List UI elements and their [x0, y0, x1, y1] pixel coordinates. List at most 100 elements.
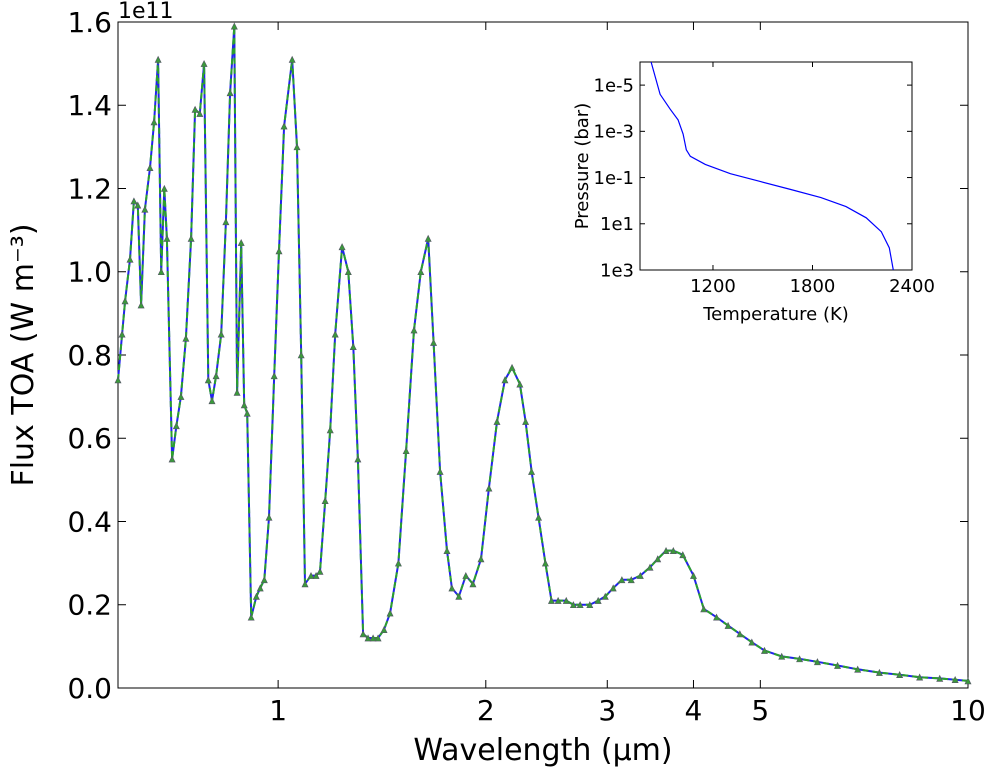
- marker: [469, 580, 477, 588]
- y-tick-label: 0.6: [67, 422, 112, 455]
- marker: [260, 576, 268, 584]
- marker: [654, 555, 662, 563]
- marker: [562, 596, 570, 604]
- marker: [141, 205, 149, 213]
- marker: [126, 255, 134, 263]
- x-tick-label: 10: [950, 694, 986, 727]
- marker: [275, 247, 283, 255]
- marker: [168, 455, 176, 463]
- x-tick-label: 2: [477, 694, 495, 727]
- marker: [386, 609, 394, 617]
- marker: [293, 143, 301, 151]
- x-tick-label: 2400: [889, 276, 935, 297]
- marker: [222, 218, 230, 226]
- marker: [157, 268, 165, 276]
- marker: [280, 122, 288, 130]
- y-tick-label: 1.4: [67, 89, 112, 122]
- marker: [700, 605, 708, 613]
- marker: [301, 580, 309, 588]
- marker: [462, 571, 470, 579]
- marker: [601, 592, 609, 600]
- marker: [331, 330, 339, 338]
- marker: [177, 392, 185, 400]
- marker: [265, 513, 273, 521]
- marker: [896, 671, 904, 678]
- marker: [217, 330, 225, 338]
- marker: [522, 417, 530, 425]
- marker: [369, 634, 377, 642]
- y-tick-label: 0.4: [67, 505, 112, 538]
- marker: [204, 376, 212, 384]
- marker: [163, 234, 171, 242]
- marker: [443, 546, 451, 554]
- x-tick-label: 3: [598, 694, 616, 727]
- marker: [349, 343, 357, 350]
- marker: [196, 109, 204, 117]
- marker: [535, 513, 543, 521]
- y-tick-label: 0.8: [67, 339, 112, 372]
- y-tick-label: 1e-5: [594, 75, 634, 96]
- marker: [627, 576, 635, 584]
- marker: [134, 201, 142, 209]
- marker: [394, 559, 402, 567]
- marker: [321, 497, 329, 504]
- marker: [172, 422, 180, 430]
- marker: [493, 417, 501, 425]
- x-axis-label: Wavelength (μm): [413, 733, 672, 768]
- marker: [576, 601, 584, 609]
- marker: [448, 584, 456, 592]
- marker: [936, 674, 944, 682]
- marker: [243, 409, 251, 417]
- marker: [813, 658, 821, 666]
- marker: [338, 243, 346, 251]
- marker: [761, 646, 768, 654]
- marker: [354, 455, 362, 463]
- marker: [312, 571, 320, 579]
- marker: [297, 351, 305, 359]
- marker: [951, 676, 959, 683]
- y-tick-label: 1e1: [600, 214, 634, 235]
- marker: [270, 372, 278, 380]
- marker: [326, 426, 334, 434]
- marker: [208, 397, 216, 405]
- marker: [150, 118, 158, 126]
- marker: [118, 330, 126, 338]
- marker: [288, 55, 296, 63]
- x-tick-label: 5: [751, 694, 769, 727]
- marker: [182, 334, 190, 342]
- marker: [114, 376, 122, 384]
- y-axis-label: Pressure (bar): [572, 103, 593, 229]
- marker: [669, 546, 677, 554]
- y-axis-label: Flux TOA (W m⁻³): [6, 223, 41, 486]
- x-tick-label: 1: [269, 694, 287, 727]
- marker: [713, 613, 721, 621]
- y-tick-label: 1e-1: [594, 168, 634, 189]
- y-tick-label: 1e3: [600, 260, 634, 281]
- marker: [778, 652, 786, 660]
- x-tick-label: 4: [685, 694, 703, 727]
- marker: [130, 197, 138, 205]
- marker: [834, 661, 842, 669]
- marker: [916, 673, 924, 681]
- marker: [689, 571, 697, 579]
- marker: [541, 559, 549, 567]
- marker: [121, 297, 129, 305]
- marker: [247, 613, 255, 621]
- y-tick-label: 1.0: [67, 256, 112, 289]
- marker: [316, 567, 324, 575]
- marker: [359, 630, 367, 638]
- marker: [307, 571, 315, 579]
- marker: [748, 638, 756, 646]
- marker: [137, 301, 145, 309]
- marker: [430, 338, 438, 346]
- marker: [237, 238, 245, 246]
- marker: [364, 634, 372, 642]
- marker: [374, 634, 382, 642]
- marker: [508, 363, 516, 371]
- marker: [569, 601, 577, 609]
- marker: [554, 596, 562, 604]
- marker: [609, 584, 617, 592]
- marker: [240, 401, 248, 409]
- marker: [662, 546, 670, 554]
